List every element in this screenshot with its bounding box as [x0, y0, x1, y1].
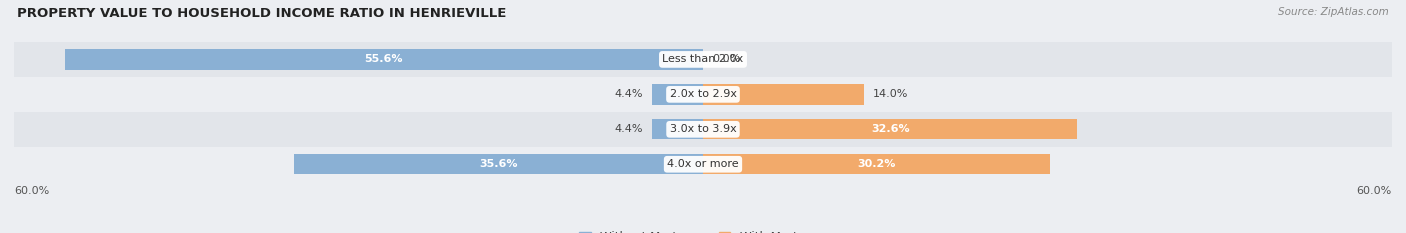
Text: 0.0%: 0.0%	[713, 55, 741, 64]
Text: 4.4%: 4.4%	[614, 124, 644, 134]
Text: 4.0x or more: 4.0x or more	[668, 159, 738, 169]
Bar	[652, 84, 703, 105]
Text: 4.4%: 4.4%	[614, 89, 644, 99]
Text: 60.0%: 60.0%	[1357, 186, 1392, 196]
Bar	[652, 119, 703, 139]
Legend: Without Mortgage, With Mortgage: Without Mortgage, With Mortgage	[574, 226, 832, 233]
Bar	[703, 119, 1077, 139]
Text: Source: ZipAtlas.com: Source: ZipAtlas.com	[1278, 7, 1389, 17]
Text: 3.0x to 3.9x: 3.0x to 3.9x	[669, 124, 737, 134]
Text: 14.0%: 14.0%	[873, 89, 908, 99]
Bar	[703, 84, 863, 105]
Bar	[703, 154, 1050, 174]
Bar	[14, 42, 1392, 77]
Bar	[294, 154, 703, 174]
Bar	[14, 77, 1392, 112]
Text: PROPERTY VALUE TO HOUSEHOLD INCOME RATIO IN HENRIEVILLE: PROPERTY VALUE TO HOUSEHOLD INCOME RATIO…	[17, 7, 506, 20]
Text: 32.6%: 32.6%	[870, 124, 910, 134]
Bar	[14, 147, 1392, 182]
Text: 60.0%: 60.0%	[14, 186, 49, 196]
Bar	[14, 112, 1392, 147]
Bar	[65, 49, 703, 69]
Text: Less than 2.0x: Less than 2.0x	[662, 55, 744, 64]
Text: 2.0x to 2.9x: 2.0x to 2.9x	[669, 89, 737, 99]
Text: 35.6%: 35.6%	[479, 159, 517, 169]
Text: 30.2%: 30.2%	[858, 159, 896, 169]
Text: 55.6%: 55.6%	[364, 55, 404, 64]
